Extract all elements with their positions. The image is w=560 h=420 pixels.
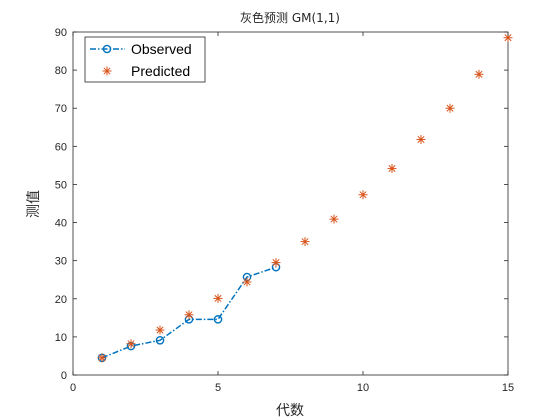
predicted-point <box>97 353 107 363</box>
predicted-point <box>503 33 513 43</box>
series-layer <box>97 33 513 363</box>
observed-point <box>155 336 165 345</box>
y-tick-label: 40 <box>55 218 67 230</box>
predicted-point <box>213 293 223 303</box>
axes-box <box>72 31 509 376</box>
predicted-point <box>416 134 426 144</box>
y-tick-label: 80 <box>55 65 67 77</box>
legend-predicted-label: Predicted <box>131 63 190 79</box>
legend: Observed Predicted <box>84 36 206 83</box>
y-tick-label: 60 <box>55 141 67 153</box>
y-tick-label: 30 <box>55 256 67 268</box>
legend-observed-marker <box>102 44 112 54</box>
x-tick-label: 10 <box>357 382 369 394</box>
y-axis-label: 测值 <box>26 190 42 218</box>
x-tick-label: 5 <box>215 382 221 394</box>
predicted-point <box>329 214 339 224</box>
predicted-point <box>358 190 368 200</box>
predicted-point <box>126 339 136 349</box>
predicted-point <box>387 163 397 173</box>
y-tick-label: 70 <box>55 103 67 115</box>
x-tick-label: 0 <box>70 382 76 394</box>
predicted-point <box>242 277 252 287</box>
y-tick-label: 0 <box>61 370 67 382</box>
predicted-point <box>445 103 455 113</box>
axes-layer: 0 5 10 15 0 10 20 30 40 50 60 70 80 90 <box>55 27 514 394</box>
y-tick-label: 90 <box>55 27 67 39</box>
legend-predicted-marker <box>102 66 112 76</box>
predicted-point <box>155 325 165 335</box>
legend-observed-label: Observed <box>131 41 192 57</box>
predicted-point <box>184 310 194 320</box>
x-tick-label: 15 <box>502 382 514 394</box>
y-tick-label: 20 <box>55 294 67 306</box>
y-tick-label: 50 <box>55 179 67 191</box>
predicted-point <box>474 69 484 79</box>
x-axis-label: 代数 <box>276 403 304 419</box>
observed-point <box>213 315 223 324</box>
legend-box <box>84 36 206 83</box>
predicted-point <box>300 237 310 247</box>
y-tick-label: 10 <box>55 332 67 344</box>
plot-area <box>72 31 509 376</box>
chart-title: 灰色预测 GM(1,1) <box>240 11 340 25</box>
predicted-point <box>271 258 281 268</box>
